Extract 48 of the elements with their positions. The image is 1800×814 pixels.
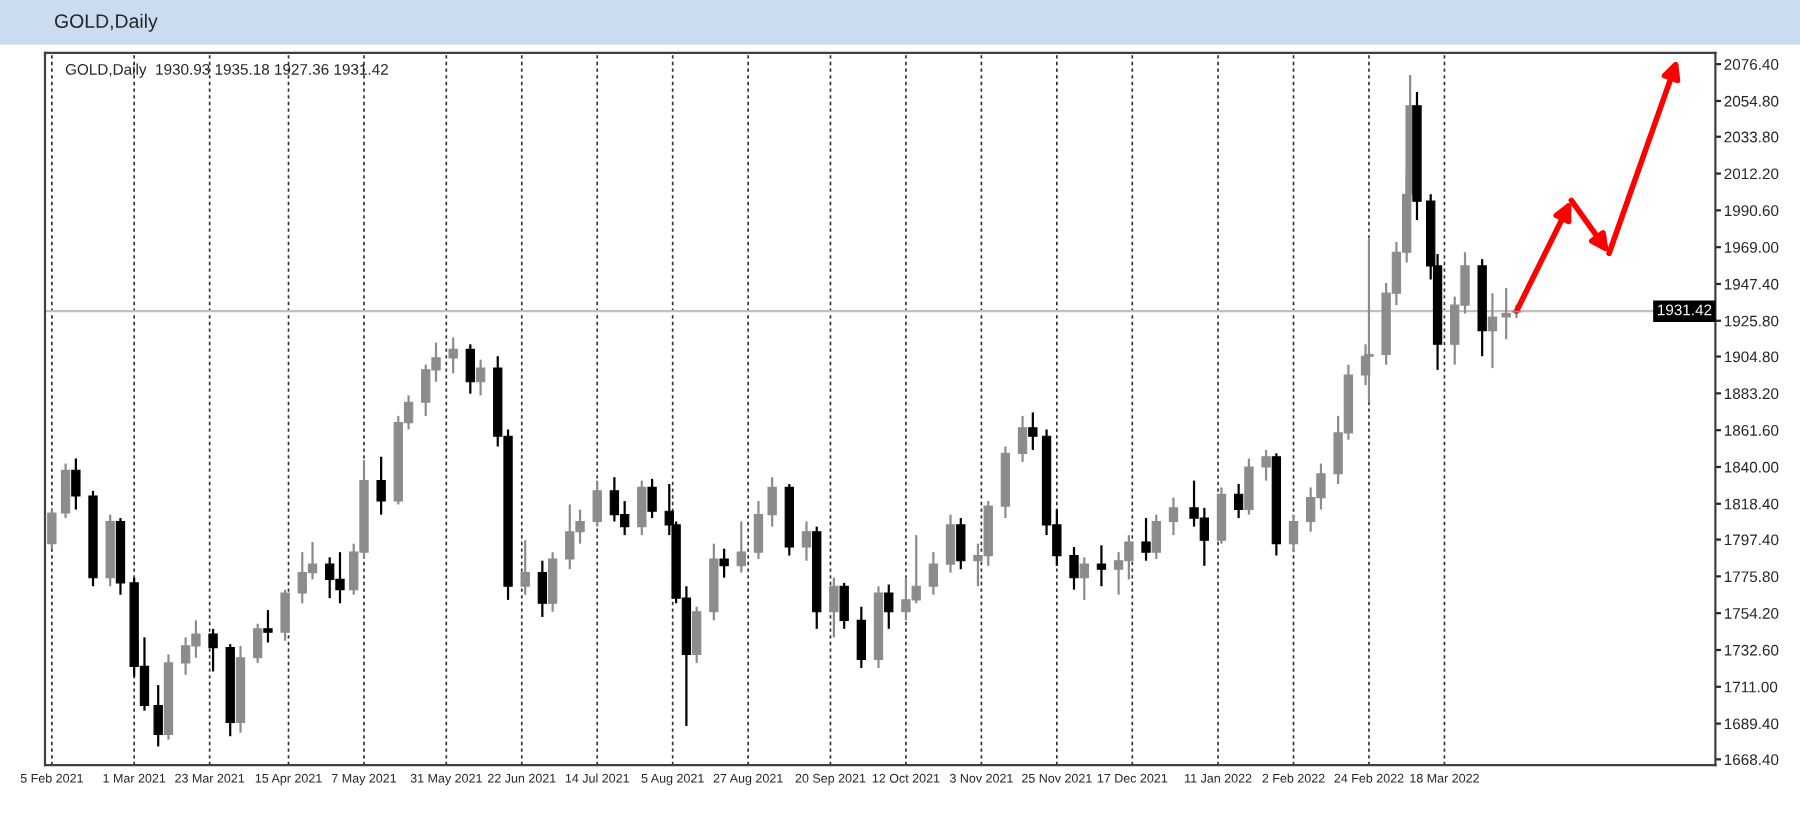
candlestick xyxy=(1501,286,1511,341)
candlestick xyxy=(1216,486,1227,545)
candlestick xyxy=(1261,448,1271,482)
candlestick xyxy=(475,358,486,397)
candlestick xyxy=(956,516,966,571)
candlestick xyxy=(1288,513,1299,554)
candlestick xyxy=(547,551,558,613)
candlestick xyxy=(1364,237,1374,404)
candlestick xyxy=(520,539,530,596)
candlestick xyxy=(1233,482,1244,520)
candlestick xyxy=(647,477,657,520)
candlestick xyxy=(537,559,548,619)
chart-title: GOLD,Daily xyxy=(54,13,158,32)
candlestick xyxy=(1069,545,1079,591)
candlestick xyxy=(71,457,81,511)
candlestick xyxy=(884,583,894,630)
candlestick xyxy=(719,547,729,579)
candlestick xyxy=(801,520,812,562)
candlestick xyxy=(1244,457,1254,516)
candlestick xyxy=(753,499,764,561)
candlestick xyxy=(945,513,956,574)
candlestick xyxy=(448,336,458,375)
candlestick xyxy=(47,508,57,550)
candlestick xyxy=(592,479,602,528)
candlestick xyxy=(839,581,849,630)
candlestick xyxy=(1079,556,1089,601)
candlestick xyxy=(263,608,273,644)
candlestick xyxy=(280,588,290,642)
candlestick xyxy=(1141,516,1151,562)
candlestick xyxy=(692,605,702,665)
candlestick xyxy=(1096,544,1107,588)
candlestick xyxy=(736,520,746,574)
candlestick xyxy=(1487,292,1498,370)
candlestick xyxy=(1168,496,1179,537)
candlestick xyxy=(637,479,647,537)
candlestick xyxy=(829,576,839,639)
candlestick xyxy=(465,343,475,395)
candlestick xyxy=(208,627,218,673)
candlestick xyxy=(376,455,386,516)
candlestick xyxy=(252,622,263,665)
candlestick xyxy=(153,683,163,748)
candlestick xyxy=(1017,414,1028,463)
candlestick xyxy=(1151,513,1161,561)
candlestick xyxy=(1028,411,1038,452)
candlestick xyxy=(856,605,867,670)
candlestick xyxy=(60,462,71,520)
candlestick xyxy=(767,476,777,528)
candlestick xyxy=(928,551,939,596)
